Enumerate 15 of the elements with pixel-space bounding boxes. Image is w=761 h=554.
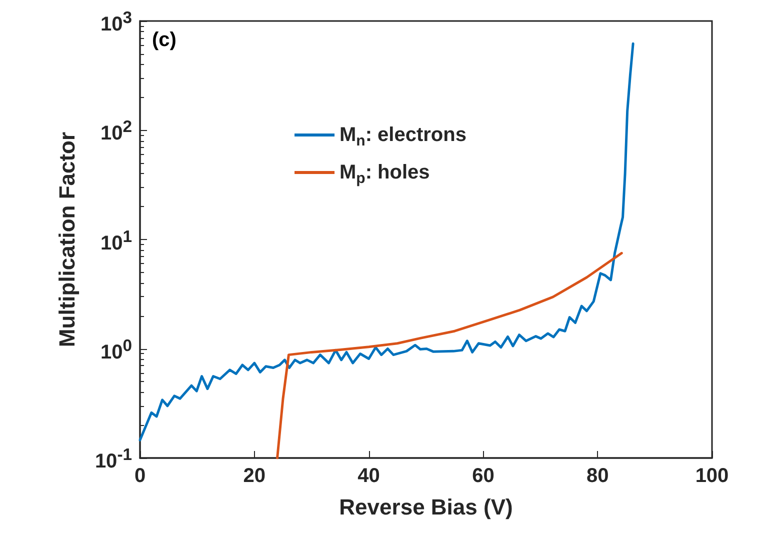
line-series [276,252,623,460]
x-axis-title: Reverse Bias (V) [339,494,513,520]
x-tick-label: 100 [695,465,729,487]
y-tick-label: 10$^{1}$ [100,226,132,256]
annotation: (c) [152,29,176,51]
x-tick-label: 20 [243,465,266,487]
y-axis-title: Multiplication Factor [54,132,80,348]
y-tick-label: 10$^{-1}$ [94,445,132,474]
y-tick-label: 10$^{0}$ [100,336,132,364]
x-tick-label: 40 [358,465,380,487]
x-tick-label: 60 [472,465,494,487]
x-tick-label: 0 [134,465,146,487]
y-tick-label: 10$^{3}$ [100,8,132,37]
x-tick-label: 80 [586,465,609,487]
y-tick-label: 10$^{2}$ [100,117,132,146]
